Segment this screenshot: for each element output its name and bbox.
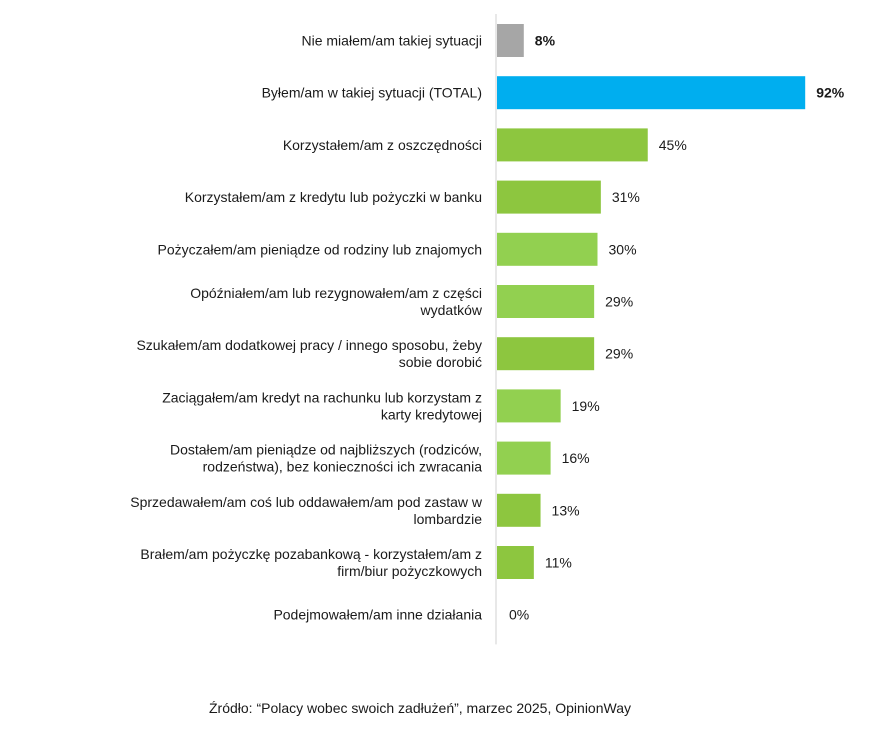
category-label: Opóźniałem/am lub rezygnowałem/am z częś… (190, 285, 483, 318)
value-label: 29% (605, 346, 633, 362)
category-label: Byłem/am w takiej sytuacji (TOTAL) (262, 85, 482, 101)
category-label: Korzystałem/am z kredytu lub pożyczki w … (185, 189, 482, 205)
value-label: 0% (509, 607, 529, 623)
value-label: 29% (605, 294, 633, 310)
category-label: Pożyczałem/am pieniądze od rodziny lub z… (158, 241, 483, 257)
category-label: Brałem/am pożyczkę pozabankową - korzyst… (140, 546, 482, 579)
value-label: 45% (659, 137, 687, 153)
category-label: Szukałem/am dodatkowej pracy / innego sp… (136, 337, 482, 370)
value-label: 16% (562, 450, 590, 466)
bar (497, 180, 601, 214)
value-label: 30% (609, 241, 637, 257)
category-label: Sprzedawałem/am coś lub oddawałem/am pod… (130, 494, 483, 527)
bar (497, 546, 534, 579)
source-note: Źródło: “Polacy wobec swoich zadłużeń”, … (208, 700, 631, 716)
category-label: Korzystałem/am z oszczędności (283, 137, 482, 153)
category-label: Dostałem/am pieniądze od najbliższych (r… (170, 442, 482, 475)
value-label: 13% (552, 502, 580, 518)
bar (497, 24, 524, 57)
value-label: 8% (535, 33, 556, 49)
value-label: 11% (545, 555, 572, 571)
value-label: 19% (572, 398, 600, 414)
value-label: 92% (816, 85, 845, 101)
bar (497, 128, 648, 162)
value-label: 31% (612, 189, 640, 205)
bar (497, 441, 551, 475)
category-label: Zaciągałem/am kredyt na rachunku lub kor… (162, 389, 482, 422)
category-label: Nie miałem/am takiej sytuacji (302, 33, 483, 49)
bar (497, 337, 595, 371)
category-label: Podejmowałem/am inne działania (273, 607, 482, 623)
bar (497, 389, 561, 423)
bar (497, 76, 806, 110)
bar (497, 232, 598, 266)
bar (497, 285, 595, 318)
bar (497, 493, 541, 527)
bar-chart: Nie miałem/am takiej sytuacji 8% Byłem/am … (130, 14, 845, 645)
